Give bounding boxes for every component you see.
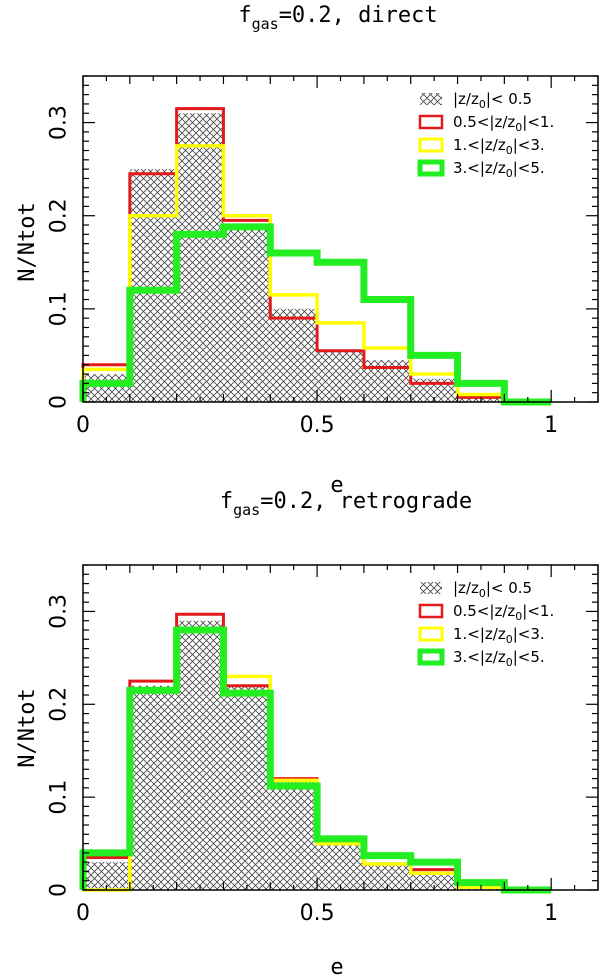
bar-hatched-bin-4 xyxy=(270,308,318,402)
legend-label: |z/z0|< 0.5 xyxy=(453,90,532,111)
x-tick-label: 1 xyxy=(544,901,558,926)
x-tick-label: 1 xyxy=(544,413,558,438)
plot-area: 0 0.1 0.2 0.3 0 0.5 1 |z/z0|< 0.50.5<|z/z0|<1.1… xyxy=(47,75,599,438)
legend-label: 1.<|z/z0|<3. xyxy=(453,625,545,646)
y-tick-label: 0.2 xyxy=(47,198,72,233)
y-axis-label: N/Ntot xyxy=(15,202,40,281)
bar-hatched-bin-3 xyxy=(223,225,271,402)
plot-area: 0 0.1 0.2 0.3 0 0.5 1 |z/z0|< 0.50.5<|z/z0|<1.1… xyxy=(47,564,599,926)
legend-swatch-hatched xyxy=(420,93,442,105)
series-line-1-z-z0-3- xyxy=(81,144,552,404)
chart-title: fgas=0.2, direct xyxy=(238,3,437,33)
x-tick-label: 0 xyxy=(76,901,90,926)
y-tick-label: 0 xyxy=(47,395,72,409)
legend-swatch-hatched xyxy=(420,582,442,594)
y-tick-label: 0.1 xyxy=(47,291,72,326)
bar-hatched-bin-3 xyxy=(223,685,271,890)
x-tick-label: 0.5 xyxy=(300,413,335,438)
legend-label: 0.5<|z/z0|<1. xyxy=(453,113,554,134)
bar-hatched-bin-5 xyxy=(317,843,364,890)
chart-title: fgas=0.2, retrograde xyxy=(220,489,472,519)
legend-swatch xyxy=(417,648,445,666)
legend-swatch xyxy=(418,626,444,642)
bar-hatched-bin-7 xyxy=(410,871,458,890)
y-axis-label: N/Ntot xyxy=(15,688,40,767)
panel-direct: fgas=0.2, direct 0 0.1 0.2 0.3 0 0.5 1 |z/z0|< … xyxy=(15,3,599,498)
y-tick-label: 0.2 xyxy=(47,687,72,722)
x-tick-label: 0 xyxy=(76,413,90,438)
legend-label: |z/z0|< 0.5 xyxy=(453,579,532,600)
legend-swatch xyxy=(417,159,445,177)
legend-swatch xyxy=(418,603,444,619)
legend-swatch xyxy=(418,137,444,153)
panel-retrograde: fgas=0.2, retrograde 0 0.1 0.2 0.3 0 0.5 1 |z/z… xyxy=(15,489,599,980)
x-axis-label: e xyxy=(330,473,343,498)
y-tick-label: 0.3 xyxy=(47,594,72,629)
legend-label: 3.<|z/z0|<5. xyxy=(453,159,545,180)
x-tick-label: 0.5 xyxy=(300,901,335,926)
bar-hatched-bin-4 xyxy=(270,778,318,890)
y-tick-label: 0 xyxy=(47,883,72,897)
y-tick-label: 0.3 xyxy=(47,105,72,140)
series-line-3-z-z0-5- xyxy=(79,626,552,894)
legend-label: 1.<|z/z0|<3. xyxy=(453,136,545,157)
legend-swatch xyxy=(418,114,444,130)
x-axis-label: e xyxy=(330,955,343,980)
bar-hatched-bin-1 xyxy=(129,169,177,402)
series-line-3-z-z0-5- xyxy=(79,223,552,406)
bar-hatched-bin-5 xyxy=(317,350,364,402)
bar-hatched-bin-1 xyxy=(129,685,177,890)
bar-hatched-bin-2 xyxy=(176,113,224,402)
y-tick-label: 0.1 xyxy=(47,780,72,815)
legend-label: 3.<|z/z0|<5. xyxy=(453,648,545,669)
bar-hatched-bin-2 xyxy=(176,620,224,890)
legend-label: 0.5<|z/z0|<1. xyxy=(453,602,554,623)
